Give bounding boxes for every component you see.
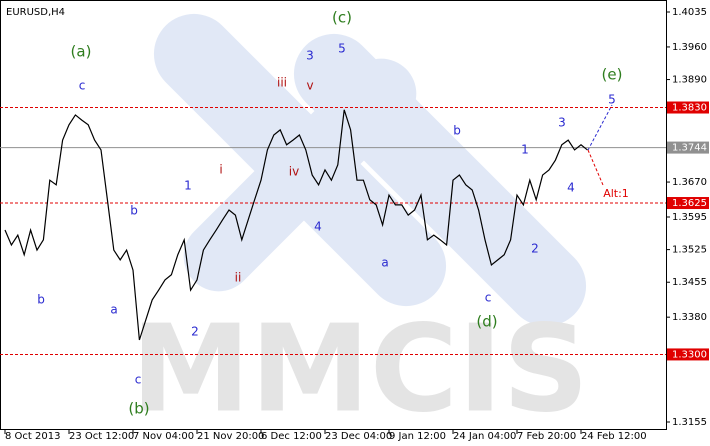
y-tick-label: 1.3455	[672, 277, 707, 288]
wave-label: c	[79, 79, 86, 93]
wave-label: c	[135, 373, 142, 387]
wave-label: v	[306, 79, 313, 93]
wave-label: c	[485, 291, 492, 305]
wave-label: (e)	[602, 66, 623, 84]
x-tick-label: 9 Jan 12:00	[389, 431, 446, 442]
wave-label: (a)	[71, 43, 92, 61]
wave-label: a	[110, 303, 117, 317]
level-label-box	[667, 101, 709, 114]
projection-line	[587, 104, 613, 151]
watermark-band	[183, 58, 417, 292]
price-line	[4, 109, 588, 341]
y-tick-label: 1.3380	[672, 312, 707, 323]
y-tick-label: 1.3670	[672, 177, 707, 188]
watermark: MMCIS	[131, 301, 589, 440]
chart-title: EURUSD,H4	[6, 7, 65, 18]
current-price-box	[667, 141, 709, 154]
wave-label: b	[37, 293, 45, 307]
y-tick-label: 1.3960	[672, 42, 707, 53]
wave-label: 3	[306, 49, 314, 63]
plot-frame	[0, 0, 667, 430]
current-price-label: 1.3744	[672, 143, 707, 154]
level-label-box	[667, 197, 709, 210]
wave-label: i	[219, 163, 222, 177]
x-tick-label: 21 Nov 20:00	[197, 431, 264, 442]
wave-label: (b)	[128, 400, 149, 418]
y-tick-label: 1.3890	[672, 75, 707, 86]
wave-label: 1	[521, 143, 529, 157]
wave-label: 1	[184, 179, 192, 193]
wave-label: 3	[558, 116, 566, 130]
wave-label: 5	[608, 93, 616, 107]
x-tick-label: 23 Dec 04:00	[325, 431, 392, 442]
y-tick-label: 1.3155	[672, 417, 707, 428]
x-tick-label: 8 Oct 2013	[5, 431, 60, 442]
wave-label: Alt:1	[603, 187, 629, 200]
y-tick-label: 1.3525	[672, 245, 707, 256]
level-label: 1.3830	[672, 103, 707, 114]
x-tick-label: 7 Nov 04:00	[133, 431, 194, 442]
watermark-shapes	[153, 13, 587, 327]
wave-label: 2	[531, 242, 539, 256]
y-tick-label: 1.4035	[672, 7, 707, 18]
x-tick-label: 7 Feb 20:00	[517, 431, 576, 442]
wave-label: 4	[314, 220, 322, 234]
wave-label: b	[453, 124, 461, 138]
level-label: 1.3625	[672, 198, 707, 209]
wave-label: ii	[235, 271, 242, 285]
wave-label: b	[130, 204, 138, 218]
level-label-box	[667, 348, 709, 361]
y-tick-label: 1.3595	[672, 212, 707, 223]
wave-label: iv	[289, 165, 299, 179]
wave-label: 5	[338, 42, 346, 56]
wave-label: (d)	[476, 313, 497, 331]
level-label: 1.3300	[672, 349, 707, 360]
wave-label: 2	[191, 325, 199, 339]
alt-projection-line	[587, 149, 604, 186]
wave-label: iii	[277, 76, 287, 90]
wave-label: 4	[567, 181, 575, 195]
x-tick-label: 23 Oct 12:00	[69, 431, 134, 442]
wave-label: a	[381, 256, 388, 270]
x-tick-label: 6 Dec 12:00	[261, 431, 322, 442]
wave-label: (c)	[332, 9, 352, 27]
x-tick-label: 24 Feb 12:00	[581, 431, 647, 442]
x-tick-label: 24 Jan 04:00	[453, 431, 516, 442]
